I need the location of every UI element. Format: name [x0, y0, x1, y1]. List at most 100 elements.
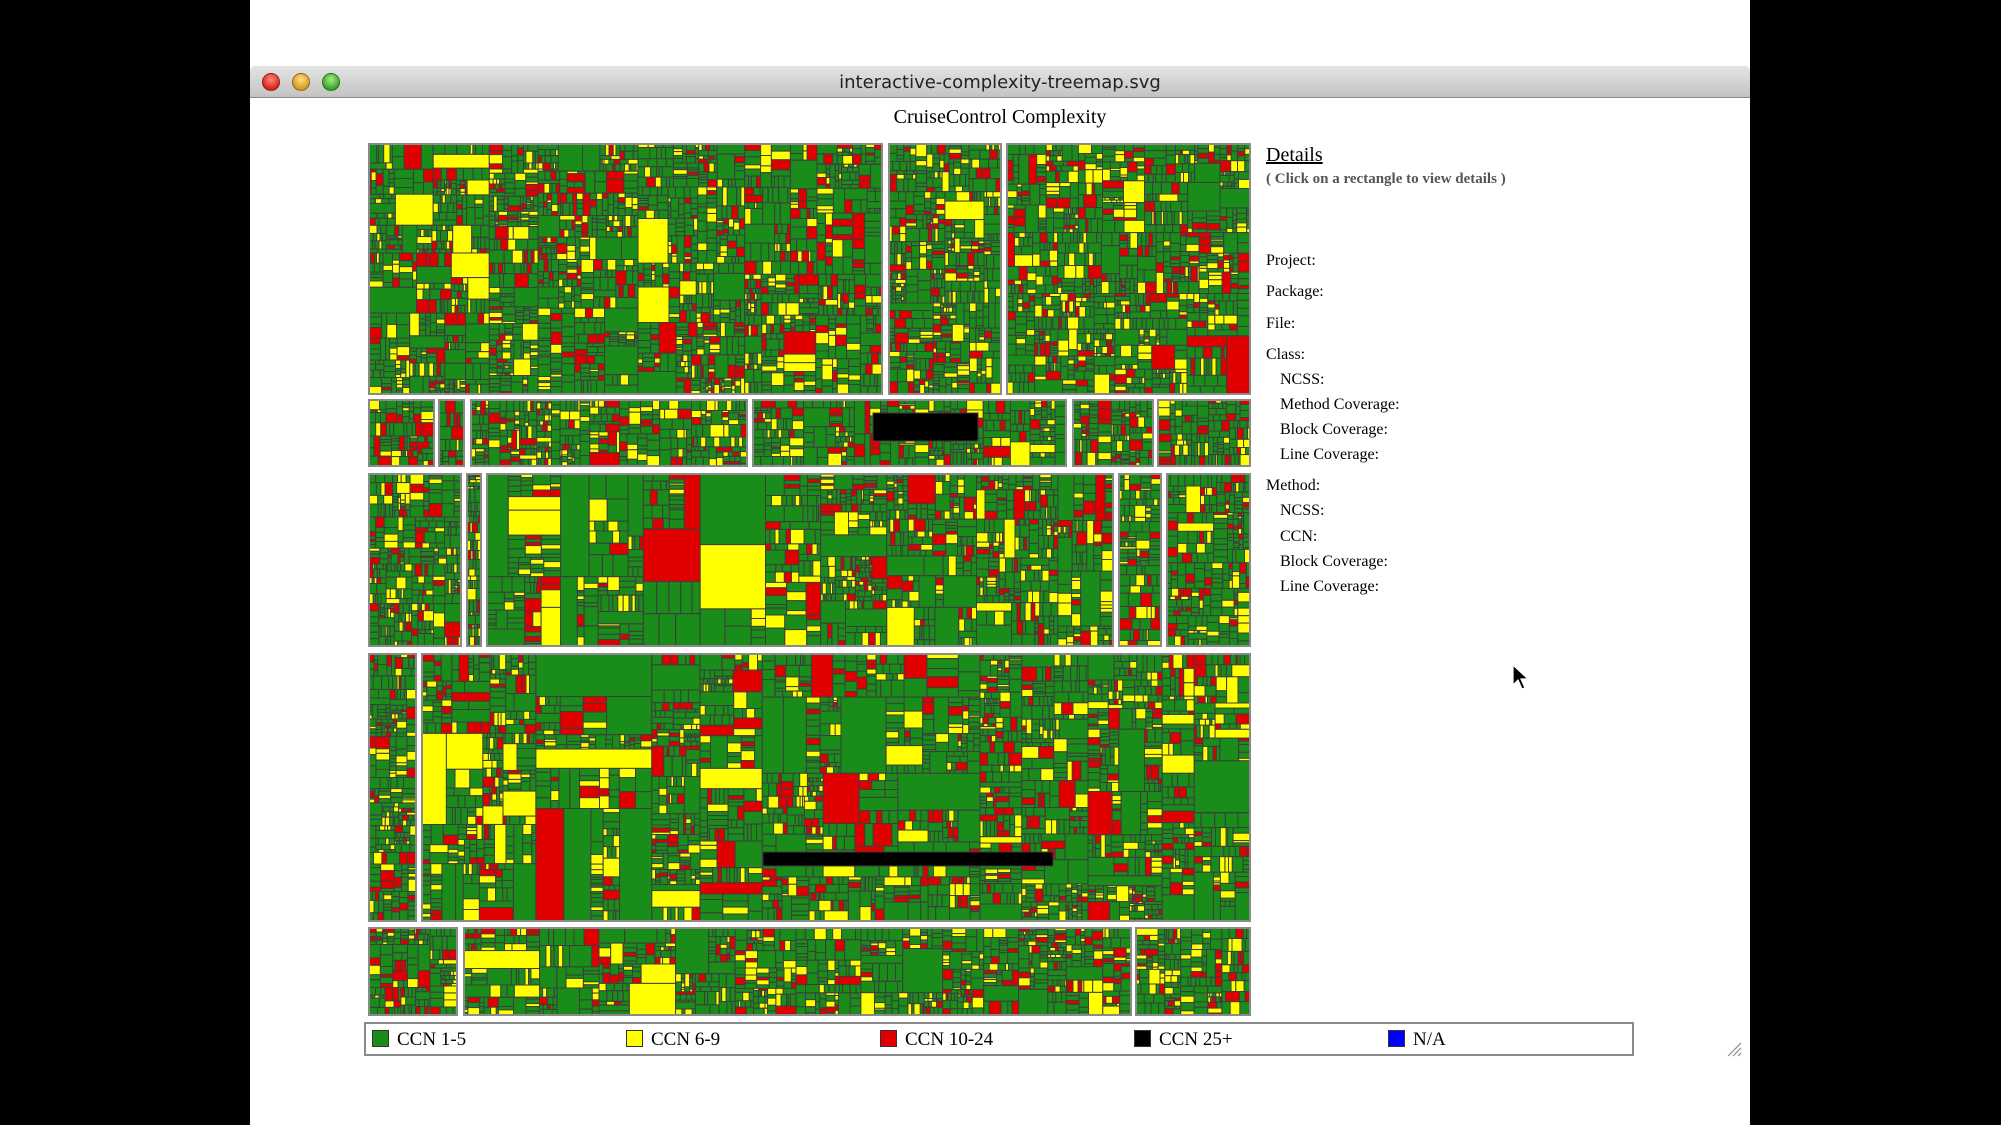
treemap-cell[interactable]	[1207, 310, 1216, 316]
treemap-cell[interactable]	[1226, 216, 1234, 229]
treemap-cell[interactable]	[1139, 399, 1148, 412]
treemap-cell[interactable]	[1022, 307, 1030, 313]
treemap-cell[interactable]	[744, 368, 755, 383]
treemap-cell[interactable]	[580, 283, 595, 289]
treemap-cell[interactable]	[752, 429, 764, 439]
treemap-cell[interactable]	[1074, 252, 1086, 266]
treemap-cell[interactable]	[507, 442, 513, 449]
treemap-cell[interactable]	[1105, 328, 1109, 335]
treemap-cell[interactable]	[1094, 182, 1104, 196]
treemap-cell[interactable]	[499, 399, 508, 412]
treemap-cell[interactable]	[1198, 256, 1208, 264]
treemap-cell[interactable]	[798, 284, 809, 295]
treemap-cell[interactable]	[1129, 406, 1137, 413]
treemap-cell[interactable]	[598, 431, 609, 437]
treemap-cell[interactable]	[1014, 232, 1020, 238]
treemap-cell[interactable]	[488, 328, 500, 336]
treemap-cell[interactable]	[375, 412, 381, 424]
treemap-cell[interactable]	[700, 410, 707, 416]
treemap-cell[interactable]	[385, 224, 396, 237]
treemap-cell[interactable]	[501, 306, 516, 315]
treemap-cell[interactable]	[436, 230, 442, 242]
treemap-cell[interactable]	[375, 184, 384, 195]
treemap-cell[interactable]	[675, 381, 685, 388]
treemap-cell[interactable]	[496, 350, 503, 360]
treemap-cell[interactable]	[939, 167, 945, 173]
treemap-cell[interactable]	[732, 451, 740, 457]
treemap-cell[interactable]	[785, 278, 795, 283]
treemap-cell[interactable]	[1174, 426, 1183, 435]
treemap-cell[interactable]	[731, 380, 736, 386]
treemap-cell[interactable]	[708, 162, 715, 173]
treemap-cell[interactable]	[598, 369, 606, 376]
treemap-cell[interactable]	[1045, 296, 1053, 306]
treemap-cell[interactable]	[1139, 449, 1149, 458]
treemap-cell[interactable]	[1077, 207, 1086, 220]
treemap-cell[interactable]	[628, 399, 642, 409]
treemap-cell[interactable]	[708, 458, 717, 467]
treemap-cell[interactable]	[798, 200, 808, 210]
treemap-cell[interactable]	[1232, 300, 1238, 316]
treemap-cell[interactable]	[739, 218, 746, 230]
treemap-cell[interactable]	[561, 342, 576, 347]
treemap-cell[interactable]	[1057, 350, 1070, 357]
treemap-cell[interactable]	[744, 324, 749, 337]
treemap-cell[interactable]	[803, 375, 817, 382]
treemap-cell[interactable]	[713, 314, 721, 323]
treemap-cell[interactable]	[779, 323, 785, 335]
treemap-cell[interactable]	[909, 154, 917, 162]
treemap-cell[interactable]	[424, 362, 430, 377]
treemap-cell[interactable]	[376, 248, 387, 254]
treemap-cell[interactable]	[1009, 430, 1020, 443]
treemap-cell[interactable]	[899, 225, 907, 235]
treemap-cell[interactable]	[444, 324, 467, 337]
treemap-cell[interactable]	[1237, 271, 1251, 280]
treemap-cell[interactable]	[1166, 300, 1180, 311]
treemap-cell[interactable]	[770, 333, 778, 340]
treemap-cell[interactable]	[579, 430, 591, 435]
treemap-cell[interactable]	[595, 236, 623, 260]
treemap-cell[interactable]	[1093, 355, 1116, 367]
treemap-cell[interactable]	[1157, 433, 1172, 443]
treemap-cell[interactable]	[1072, 422, 1083, 429]
treemap-cell[interactable]	[902, 444, 910, 459]
treemap-cell[interactable]	[1025, 344, 1036, 352]
treemap-cell[interactable]	[709, 307, 715, 316]
treemap-cell[interactable]	[447, 230, 454, 242]
treemap-cell[interactable]	[1208, 143, 1215, 153]
treemap-cell[interactable]	[895, 286, 903, 292]
treemap-cell[interactable]	[880, 405, 888, 410]
treemap-cell[interactable]	[716, 234, 721, 244]
treemap-cell[interactable]	[959, 252, 969, 266]
treemap-cell[interactable]	[728, 226, 735, 236]
treemap-cell[interactable]	[1122, 440, 1131, 453]
treemap-cell[interactable]	[897, 368, 908, 383]
treemap-cell[interactable]	[574, 333, 579, 344]
treemap-cell[interactable]	[1206, 223, 1221, 231]
treemap-cell[interactable]	[1036, 171, 1047, 178]
treemap-cell[interactable]	[895, 342, 902, 352]
treemap-cell[interactable]	[1087, 385, 1095, 392]
treemap-cell[interactable]	[1166, 211, 1173, 226]
treemap-cell[interactable]	[975, 310, 984, 319]
treemap-cell[interactable]	[472, 362, 482, 381]
treemap-cell[interactable]	[392, 272, 400, 279]
treemap-cell[interactable]	[527, 425, 533, 440]
treemap-cell[interactable]	[1102, 148, 1116, 157]
treemap-cell[interactable]	[802, 324, 811, 333]
treemap-cell[interactable]	[1059, 186, 1071, 199]
treemap-cell[interactable]	[660, 176, 667, 188]
treemap-cell[interactable]	[992, 233, 998, 241]
treemap-cell[interactable]	[1184, 266, 1189, 278]
treemap-cell[interactable]	[1182, 382, 1188, 395]
treemap-cell[interactable]	[608, 143, 614, 157]
treemap-cell[interactable]	[925, 358, 930, 371]
treemap-cell[interactable]	[702, 424, 711, 438]
treemap-cell[interactable]	[567, 458, 573, 465]
treemap-cell[interactable]	[951, 290, 957, 304]
treemap-cell[interactable]	[995, 399, 1006, 414]
treemap-cell[interactable]	[896, 253, 902, 266]
treemap-cell[interactable]	[771, 442, 781, 448]
treemap-cell[interactable]	[567, 435, 574, 446]
treemap-cell[interactable]	[519, 448, 526, 456]
